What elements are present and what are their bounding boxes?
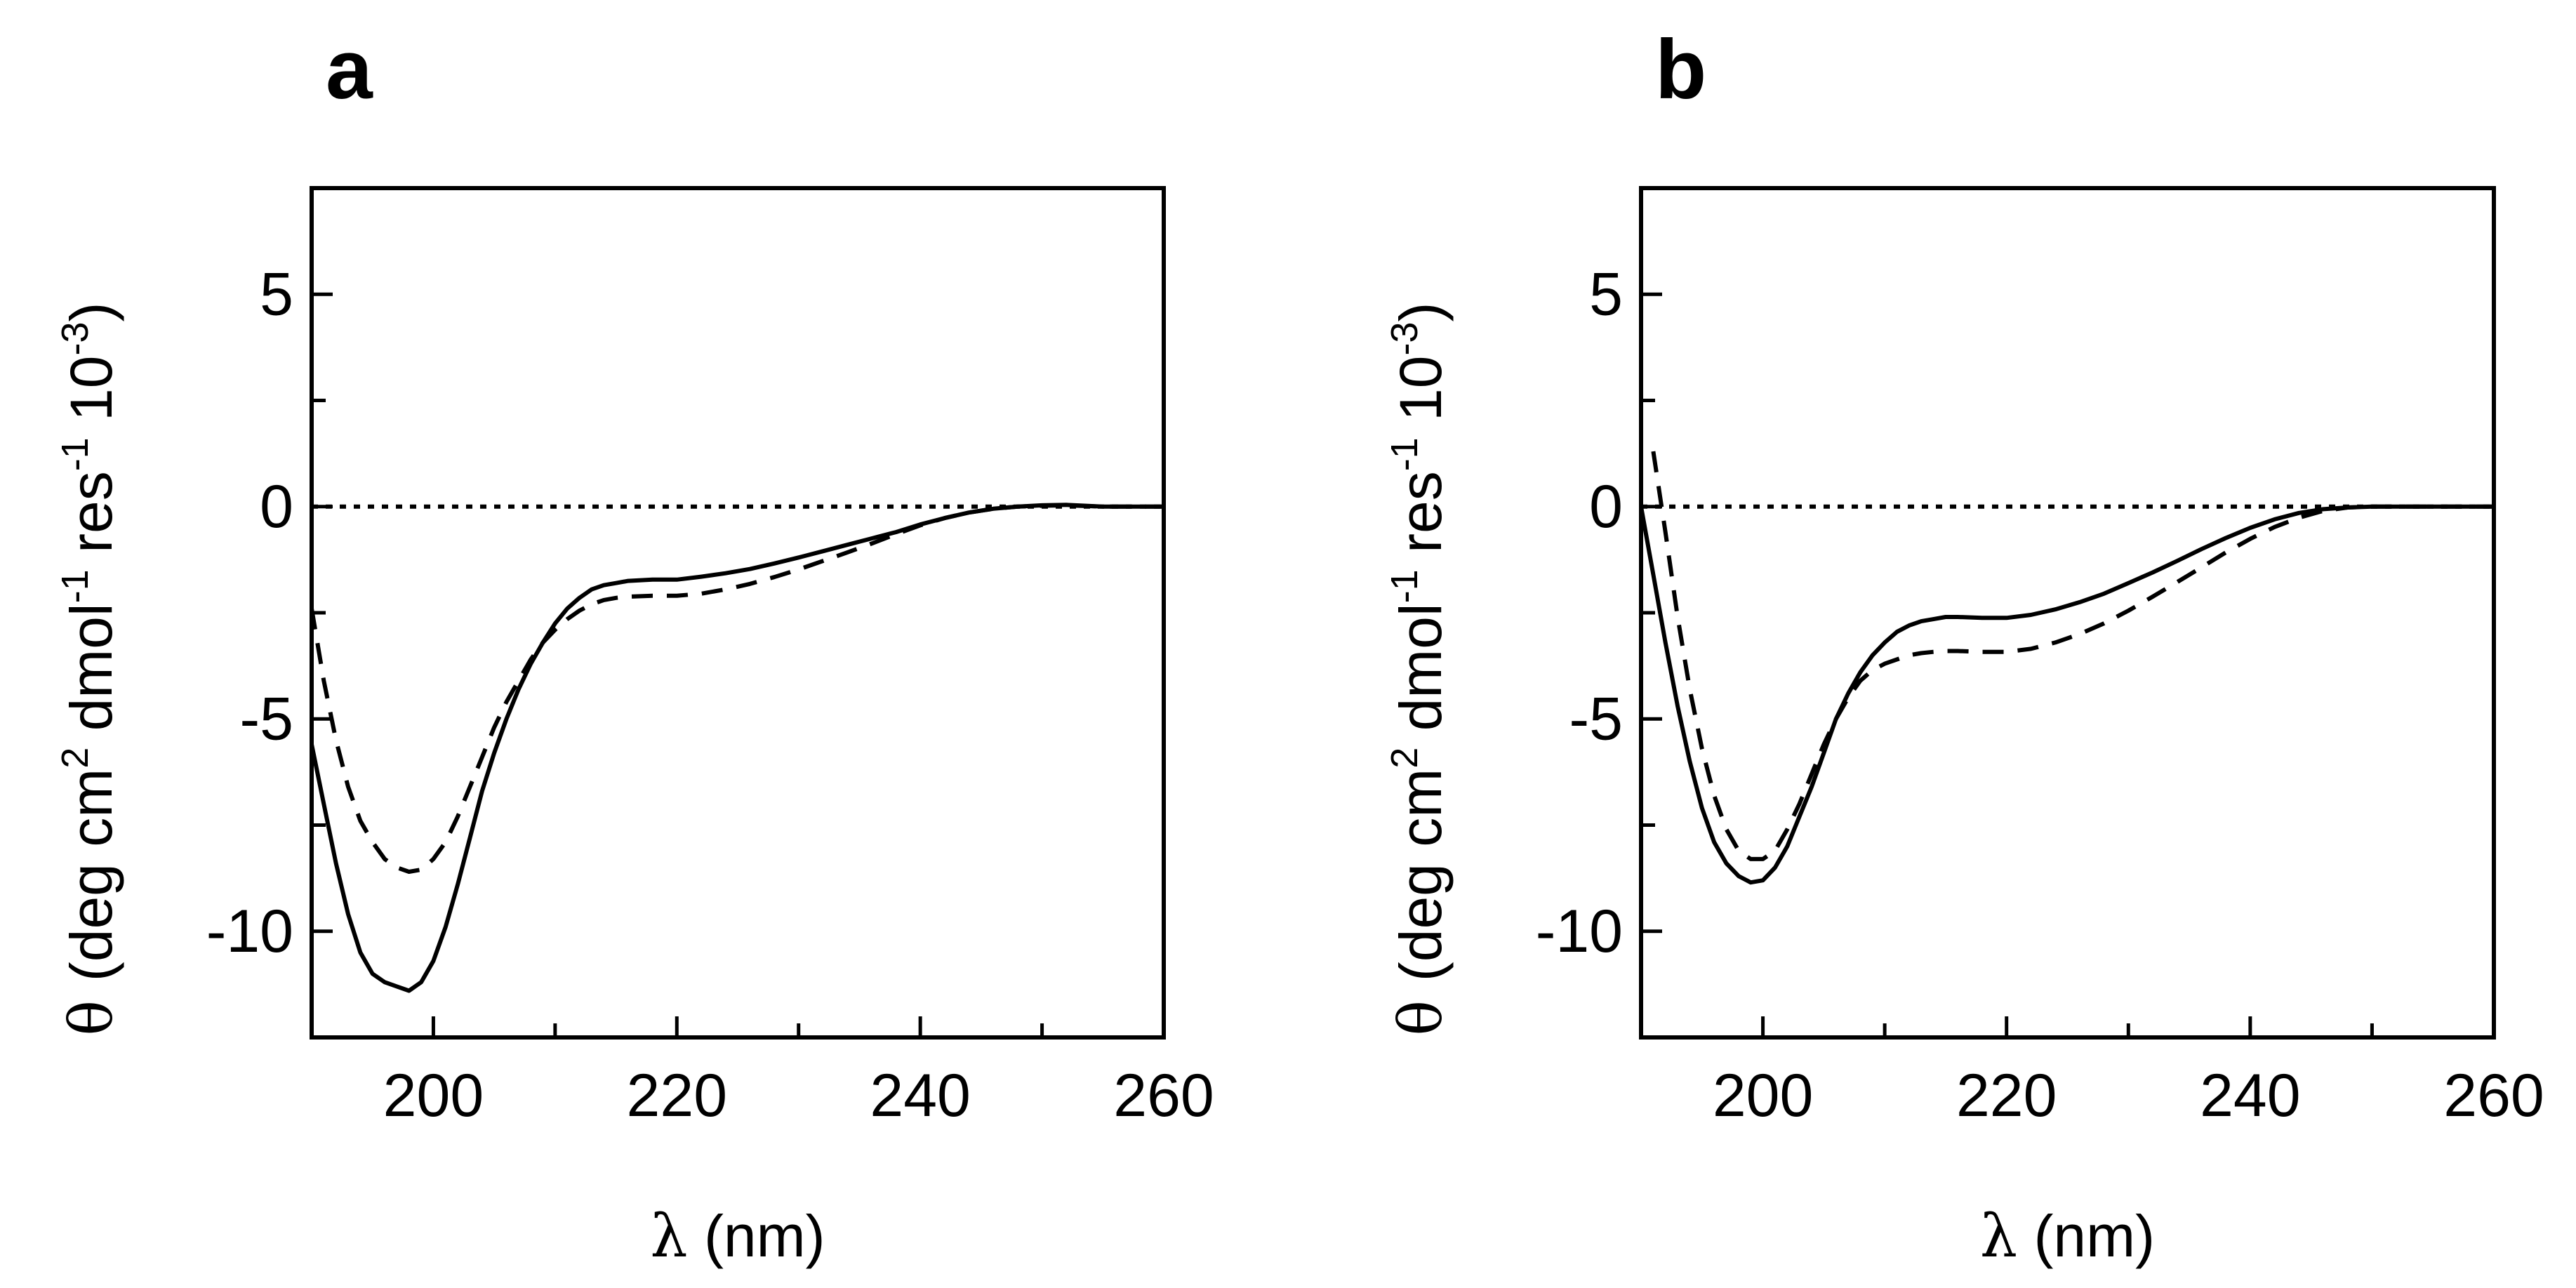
x-axis-symbol: λ <box>650 1202 687 1270</box>
series-dashed-line <box>1651 451 2494 861</box>
x-tick-label: 200 <box>383 1062 484 1129</box>
x-axis-unit: (nm) <box>2017 1203 2155 1269</box>
x-axis-unit: (nm) <box>688 1203 825 1269</box>
y-axis-symbol: θ <box>57 981 126 1035</box>
y-axis-superscript: -3 <box>54 321 96 355</box>
y-axis-unit-text: (deg cm <box>1388 769 1454 981</box>
y-axis-symbol: θ <box>1386 981 1455 1035</box>
y-tick-label: 5 <box>260 260 293 328</box>
x-axis-title: λ (nm) <box>1980 1202 2155 1270</box>
y-axis-superscript: 2 <box>1383 748 1426 769</box>
y-axis-unit-text: dmol <box>1388 603 1454 747</box>
plot-frame <box>310 186 1166 1040</box>
x-tick-label: 240 <box>870 1062 971 1129</box>
y-axis-unit-text: ) <box>58 302 124 321</box>
y-axis-unit-text: (deg cm <box>58 769 124 981</box>
y-axis-unit-text: res <box>1388 471 1454 569</box>
series-solid-line <box>310 503 1164 993</box>
y-tick-label: 0 <box>1589 473 1623 540</box>
panel-a: a 200 220 240 260 5 0 -5 -10 λ (nm) θ (deg cm2 dmo… <box>54 22 1214 1270</box>
y-axis-unit-text: dmol <box>58 603 124 747</box>
x-tick-label: 220 <box>627 1062 728 1129</box>
y-axis-superscript: -1 <box>54 569 96 603</box>
panel-label: a <box>326 22 373 117</box>
y-axis-unit-text: ) <box>1388 302 1454 321</box>
y-axis-unit-text: res <box>58 471 124 569</box>
x-axis-title: λ (nm) <box>650 1202 825 1270</box>
y-axis-superscript: -1 <box>54 437 96 471</box>
panel-b: b 200 220 240 260 5 0 -5 -10 λ (nm) θ (deg cm2 dmo… <box>1383 22 2544 1270</box>
y-tick-label: 0 <box>260 473 293 540</box>
x-tick-label: 200 <box>1713 1062 1814 1129</box>
y-axis-superscript: -1 <box>1383 437 1426 471</box>
y-tick-label: -5 <box>1569 685 1623 752</box>
y-axis-title: θ (deg cm2 dmol-1 res-1 10-3) <box>54 302 126 1035</box>
y-axis-superscript: 2 <box>54 748 96 769</box>
y-axis-superscript: -3 <box>1383 321 1426 355</box>
y-tick-label: -10 <box>1536 898 1623 965</box>
series-dashed-line <box>310 503 1164 874</box>
y-axis-title: θ (deg cm2 dmol-1 res-1 10-3) <box>1383 302 1455 1035</box>
panel-label: b <box>1655 22 1706 117</box>
y-axis-unit-text: 10 <box>1388 355 1454 437</box>
x-tick-label: 260 <box>2443 1062 2544 1129</box>
y-axis-unit-text: 10 <box>58 355 124 437</box>
x-tick-label: 220 <box>1956 1062 2057 1129</box>
x-tick-label: 240 <box>2200 1062 2301 1129</box>
y-tick-label: -5 <box>240 685 293 752</box>
y-tick-label: 5 <box>1589 260 1623 328</box>
plot-frame <box>1639 186 2496 1040</box>
series-solid-line <box>1639 504 2494 885</box>
x-axis-symbol: λ <box>1980 1202 2017 1270</box>
y-tick-label: -10 <box>206 898 293 965</box>
x-tick-label: 260 <box>1113 1062 1214 1129</box>
y-axis-superscript: -1 <box>1383 569 1426 603</box>
